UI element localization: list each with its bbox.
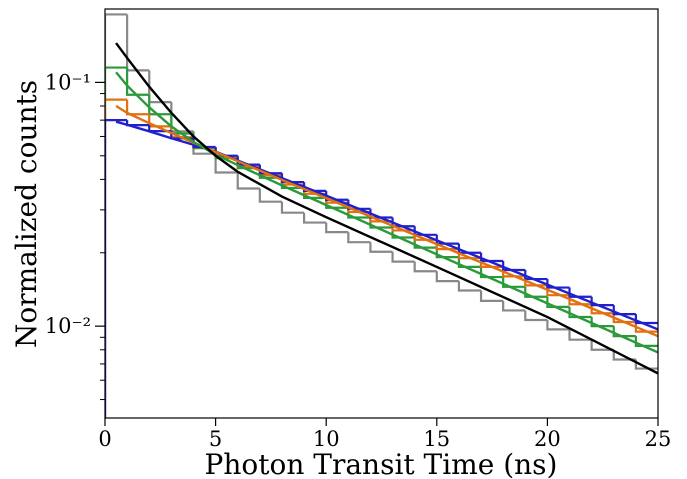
histogram-step <box>435 247 459 259</box>
histogram-step <box>546 279 570 289</box>
histogram-step <box>502 300 526 312</box>
histogram-step <box>546 319 570 331</box>
histogram-step <box>325 222 349 234</box>
x-tick-label: 15 <box>423 427 450 451</box>
histogram-step <box>391 251 415 263</box>
histogram-step <box>413 261 437 273</box>
x-tick-label: 5 <box>209 427 222 451</box>
histogram-step <box>590 317 614 328</box>
histogram-step <box>258 164 282 175</box>
histogram-step <box>457 257 482 269</box>
histogram-step <box>502 277 526 288</box>
histogram-step <box>568 306 592 319</box>
fit-line <box>115 42 658 375</box>
histogram-step <box>546 296 570 308</box>
fit-line <box>115 104 658 338</box>
histogram-step <box>325 190 349 201</box>
histogram-step <box>568 329 592 341</box>
histogram-step <box>369 208 393 219</box>
histogram-step <box>435 271 459 283</box>
fit-line <box>115 71 658 354</box>
histogram-step <box>236 172 260 190</box>
histogram-step <box>280 173 305 184</box>
histogram-step <box>369 242 393 253</box>
plot-area <box>105 13 658 418</box>
histogram-step <box>302 212 327 224</box>
x-tick-label: 10 <box>313 427 340 451</box>
x-axis-label: Photon Transit Time (ns) <box>205 448 558 479</box>
histogram-step <box>105 66 128 418</box>
histogram-step <box>634 322 658 333</box>
y-axis-label: Normalized counts <box>10 80 43 348</box>
histogram-step <box>457 281 482 292</box>
y-tick-label: 10⁻¹ <box>45 70 91 94</box>
histogram-step <box>524 286 548 298</box>
x-tick-label: 20 <box>534 427 561 451</box>
histogram-step <box>479 290 504 302</box>
histogram-step <box>590 296 614 307</box>
histogram-step <box>214 153 238 174</box>
histogram-step <box>280 201 305 214</box>
histogram-step <box>347 202 371 214</box>
histogram-step <box>347 199 371 210</box>
histogram-step <box>347 232 371 244</box>
histogram-step <box>634 336 658 347</box>
histogram-step <box>612 313 636 324</box>
histogram-step <box>105 13 128 418</box>
histogram-step <box>258 188 282 203</box>
plot-frame <box>104 8 659 419</box>
histogram-step <box>634 314 658 325</box>
y-tick-label: 10⁻² <box>45 314 91 338</box>
histogram-step <box>126 67 150 96</box>
histogram-step <box>126 99 150 116</box>
histogram-step <box>502 261 526 272</box>
histogram-step <box>302 182 327 192</box>
histogram-step <box>479 266 504 279</box>
histogram-step <box>590 339 614 351</box>
histogram-step <box>479 252 504 263</box>
histogram-step <box>612 305 636 316</box>
histogram-step <box>105 98 128 418</box>
x-tick-label: 25 <box>645 427 672 451</box>
histogram-step <box>612 326 636 338</box>
x-tick-label: 0 <box>98 427 111 451</box>
histogram-step <box>105 119 128 418</box>
histogram-step <box>148 70 172 104</box>
histogram-step <box>524 310 548 322</box>
histogram-step <box>568 287 592 298</box>
histogram-step <box>524 269 548 281</box>
